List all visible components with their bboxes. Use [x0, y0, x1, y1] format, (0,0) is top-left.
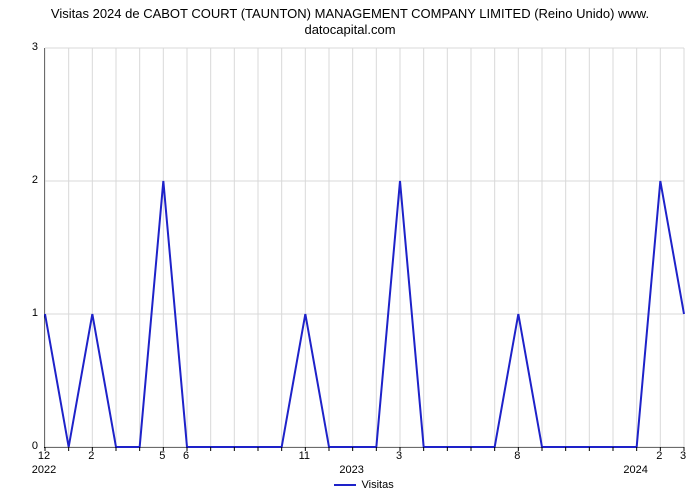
x-tick-label: 2 — [656, 450, 662, 462]
x-tick-label: 2 — [88, 450, 94, 462]
x-year-label: 2024 — [623, 464, 647, 476]
x-tick-label: 5 — [159, 450, 165, 462]
chart-svg — [45, 48, 684, 447]
x-year-label: 2022 — [32, 464, 56, 476]
x-tick-label: 3 — [680, 450, 686, 462]
x-tick-label: 11 — [299, 450, 310, 462]
x-tick-label: 8 — [514, 450, 520, 462]
x-tick-label: 12 — [38, 450, 50, 462]
legend-swatch — [334, 484, 356, 486]
y-tick-label: 1 — [8, 307, 38, 319]
legend: Visitas — [334, 479, 394, 491]
x-tick-label: 3 — [396, 450, 402, 462]
y-tick-label: 0 — [8, 440, 38, 452]
y-tick-label: 2 — [8, 174, 38, 186]
x-tick-label: 6 — [183, 450, 189, 462]
plot-area — [44, 48, 684, 448]
chart-title: Visitas 2024 de CABOT COURT (TAUNTON) MA… — [0, 6, 700, 39]
x-year-label: 2023 — [339, 464, 363, 476]
y-tick-label: 3 — [8, 41, 38, 53]
legend-label: Visitas — [362, 479, 394, 491]
